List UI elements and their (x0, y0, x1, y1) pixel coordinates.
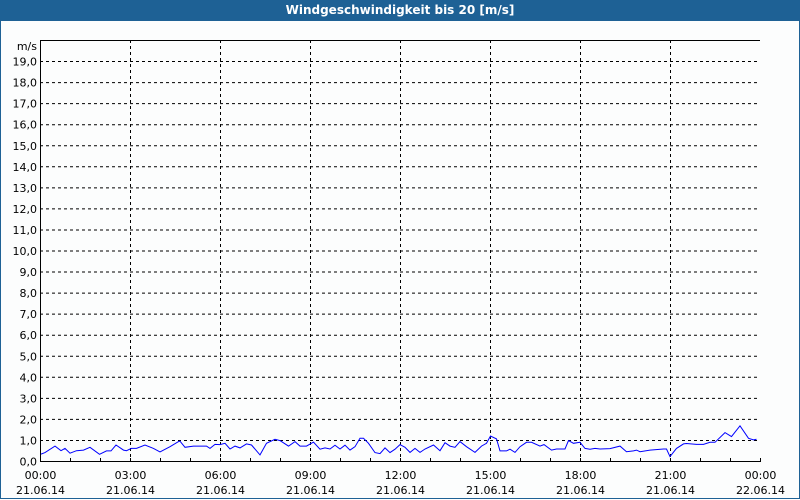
x-tick-time: 18:00 (565, 469, 597, 482)
y-tick-label: 1,0 (20, 434, 38, 447)
x-tick-time: 12:00 (385, 469, 417, 482)
y-tick-label: 5,0 (20, 350, 38, 363)
y-tick-label: 19,0 (13, 56, 38, 69)
y-tick-label: 10,0 (13, 245, 38, 258)
y-tick-labels: 0,0 1,0 2,0 3,0 4,0 5,0 6,0 7,0 8,0 9,0 10,0 11,0 12… (13, 56, 38, 469)
wind-speed-line (40, 424, 757, 458)
y-tick-label: 12,0 (13, 203, 38, 216)
grid (40, 40, 760, 461)
y-tick-label: 11,0 (13, 224, 38, 237)
y-tick-label: 2,0 (20, 413, 38, 426)
y-tick-label: 15,0 (13, 140, 38, 153)
x-tick-date: 21.06.14 (466, 484, 515, 497)
y-tick-label: 14,0 (13, 161, 38, 174)
x-tick-time: 00:00 (745, 469, 777, 482)
y-tick-label: 13,0 (13, 182, 38, 195)
y-axis-label: m/s (17, 40, 37, 53)
y-tick-label: 9,0 (20, 266, 38, 279)
y-tick-label: 8,0 (20, 287, 38, 300)
x-tick-date: 21.06.14 (16, 484, 65, 497)
x-tick-date: 22.06.14 (736, 484, 785, 497)
x-tick-date: 21.06.14 (286, 484, 335, 497)
x-tick-date: 21.06.14 (376, 484, 425, 497)
y-tick-label: 16,0 (13, 119, 38, 132)
x-tick-time: 15:00 (475, 469, 507, 482)
y-tick-label: 17,0 (13, 98, 38, 111)
x-tick-labels: 00:00 21.06.14 03:00 21.06.14 06:00 21.06.14 0… (16, 469, 785, 497)
chart-title: Windgeschwindigkeit bis 20 [m/s] (0, 0, 800, 21)
y-tick-label: 6,0 (20, 329, 38, 342)
y-tick-label: 7,0 (20, 308, 38, 321)
axes (40, 40, 761, 462)
x-tick-date: 21.06.14 (196, 484, 245, 497)
x-tick-time: 09:00 (295, 469, 327, 482)
y-tick-label: 0,0 (20, 456, 38, 469)
x-tick-time: 21:00 (655, 469, 687, 482)
x-tick-time: 03:00 (115, 469, 147, 482)
x-tick-date: 21.06.14 (646, 484, 695, 497)
x-tick-time: 06:00 (205, 469, 237, 482)
y-tick-label: 3,0 (20, 392, 38, 405)
y-tick-label: 18,0 (13, 77, 38, 90)
x-tick-time: 00:00 (25, 469, 57, 482)
series (40, 424, 757, 458)
x-tick-date: 21.06.14 (556, 484, 605, 497)
x-tick-date: 21.06.14 (106, 484, 155, 497)
y-tick-label: 4,0 (20, 371, 38, 384)
